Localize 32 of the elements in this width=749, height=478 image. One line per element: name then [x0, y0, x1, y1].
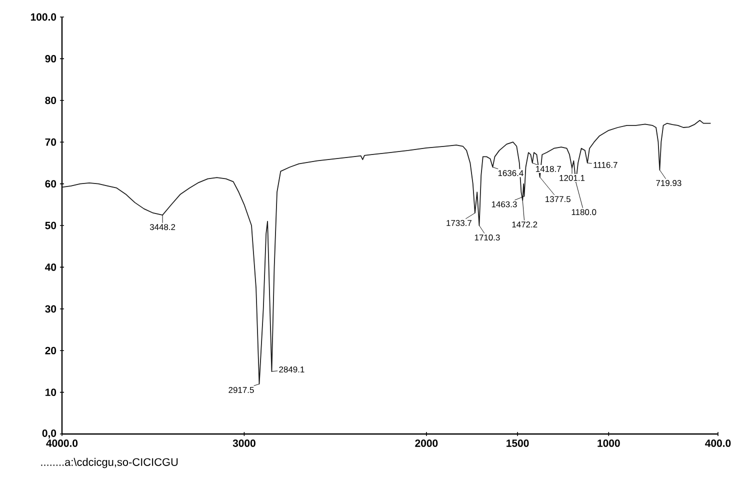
- y-tick-label: 40: [45, 264, 56, 271]
- y-tick-label: 90: [45, 55, 56, 62]
- y-tick-label: 100.0: [30, 13, 56, 21]
- x-tick-label: 2000: [415, 440, 438, 447]
- text: ........a:\cdcicgu,so-CICICGU: [41, 458, 178, 468]
- x-tick-label: 3000: [232, 440, 256, 447]
- annotation: 719.93: [656, 180, 682, 186]
- annotation: 1180.0: [572, 209, 596, 216]
- y-tick-label: 20: [45, 346, 56, 354]
- annotation: 2917.5: [228, 386, 254, 393]
- annotation: 1733.7: [446, 220, 472, 226]
- y-tick-label: 10: [46, 388, 56, 396]
- annotation: 1418.7: [536, 166, 561, 172]
- y-tick-label: 70: [45, 138, 56, 146]
- annotation: 2849.1: [279, 366, 304, 372]
- annotation: 3448.2: [150, 224, 176, 230]
- annotation: 1710.3: [474, 234, 500, 240]
- y-tick-label: 60: [45, 180, 56, 188]
- x-tick-label: 1000: [598, 440, 620, 447]
- y-tick-label: 80: [45, 96, 56, 104]
- x-tick-label: 400.0: [705, 440, 731, 447]
- annotation: 1116.7: [594, 162, 618, 168]
- annotation: 1201.1: [560, 174, 585, 181]
- annotation: 1472.2: [512, 222, 538, 228]
- x-tick-label: 4000.0: [46, 440, 78, 447]
- annotation: 1636.4: [498, 170, 524, 176]
- annotation: 1463.3: [492, 201, 517, 208]
- annotation: 1377.5: [546, 196, 570, 202]
- y-tick-label: 30: [45, 305, 56, 313]
- x-tick-label: 1500: [506, 440, 529, 447]
- y-tick-label: 0,0: [42, 430, 56, 438]
- y-tick-label: 50: [45, 222, 56, 230]
